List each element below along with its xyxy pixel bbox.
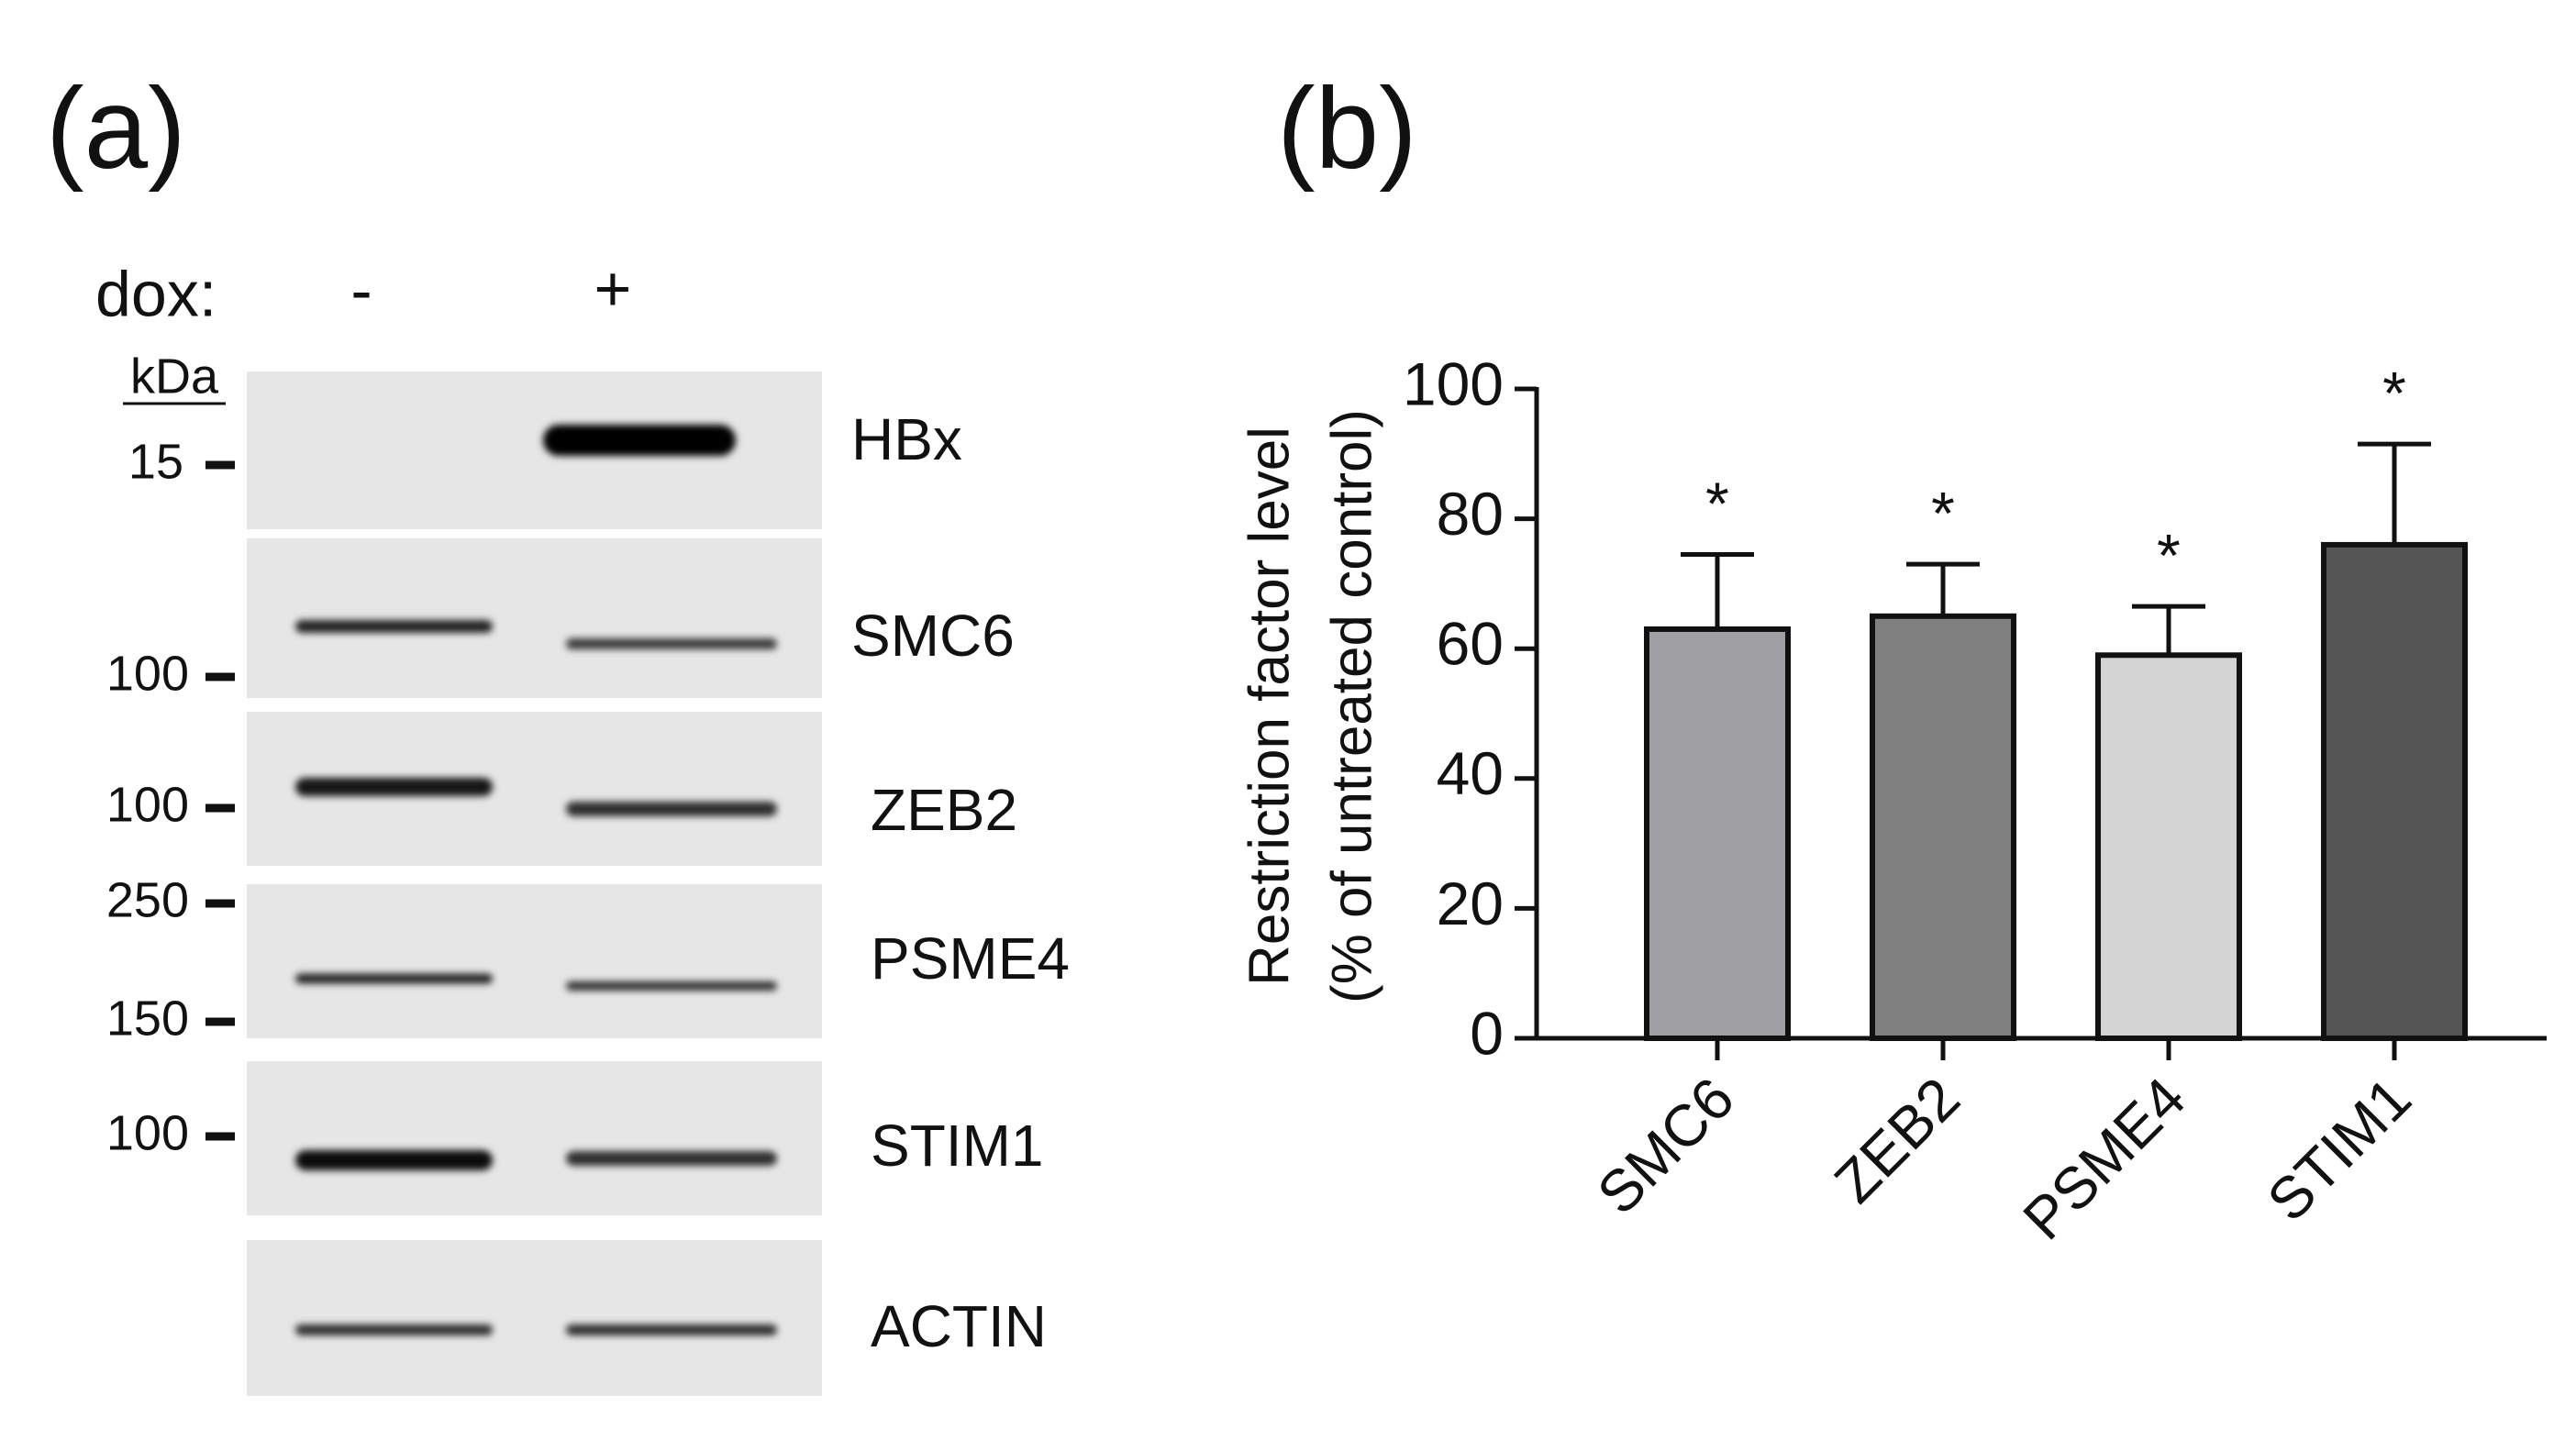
- marker-label: 15: [128, 434, 183, 489]
- kda-label: kDa: [130, 349, 219, 404]
- significance-marker: *: [1931, 480, 1955, 548]
- bar: [2095, 652, 2242, 1042]
- x-tick-label: SMC6: [1584, 1065, 1747, 1227]
- y-tick-label: 100: [1403, 349, 1504, 417]
- protein-label: ACTIN: [871, 1293, 1047, 1359]
- band: [295, 620, 493, 633]
- significance-marker: *: [2157, 522, 2181, 590]
- protein-label: STIM1: [871, 1113, 1043, 1179]
- western-blot: (a) dox: - + kDa HBx SMC6 ZEB2 PSME4 STIM1 AC…: [46, 65, 1070, 1396]
- x-tick-label: STIM1: [2255, 1065, 2424, 1234]
- y-axis-label: Restriction factor level: [1238, 426, 1301, 986]
- x-tick-label: PSME4: [2011, 1065, 2198, 1252]
- lane-label: -: [350, 254, 372, 326]
- y-tick-label: 80: [1437, 480, 1504, 548]
- blot-panel: [247, 884, 822, 1038]
- band: [566, 802, 777, 816]
- protein-label: HBx: [851, 406, 962, 472]
- band: [566, 981, 777, 991]
- x-tick-label: ZEB2: [1822, 1065, 1972, 1215]
- protein-label: PSME4: [871, 925, 1070, 991]
- marker-label: 100: [106, 1105, 189, 1160]
- blot-panel: [247, 371, 822, 529]
- bar: [1870, 613, 2016, 1041]
- marker-label: 100: [106, 646, 189, 701]
- lane-label: +: [594, 252, 632, 324]
- marker-label: 100: [106, 777, 189, 832]
- protein-label: ZEB2: [871, 777, 1017, 843]
- band: [295, 973, 493, 984]
- dox-label: dox:: [95, 258, 217, 329]
- blot-panel: [247, 1061, 822, 1215]
- protein-label: SMC6: [851, 603, 1015, 669]
- significance-marker: *: [1705, 470, 1729, 537]
- blot-panel: [247, 1240, 822, 1396]
- band: [543, 425, 736, 456]
- significance-marker: *: [2382, 360, 2406, 427]
- marker-label: 150: [106, 991, 189, 1046]
- band: [295, 778, 493, 796]
- panel-label: (b): [1277, 65, 1417, 193]
- band: [295, 1324, 493, 1335]
- marker-label: 250: [106, 872, 189, 927]
- band: [566, 638, 777, 649]
- y-tick-label: 60: [1437, 610, 1504, 678]
- band: [566, 1151, 777, 1166]
- y-axis-label: (% of untreated control): [1320, 409, 1383, 1003]
- bar-chart: (b) Restriction factor level (% of untreat…: [1238, 65, 2547, 1252]
- blot-panel: [247, 538, 822, 698]
- panel-label: (a): [46, 65, 186, 193]
- y-tick-label: 0: [1470, 999, 1504, 1067]
- bar: [2321, 541, 2468, 1041]
- y-tick-label: 20: [1437, 870, 1504, 937]
- y-tick-label: 40: [1437, 739, 1504, 807]
- band: [295, 1150, 493, 1170]
- bar: [1644, 626, 1791, 1042]
- band: [566, 1324, 777, 1335]
